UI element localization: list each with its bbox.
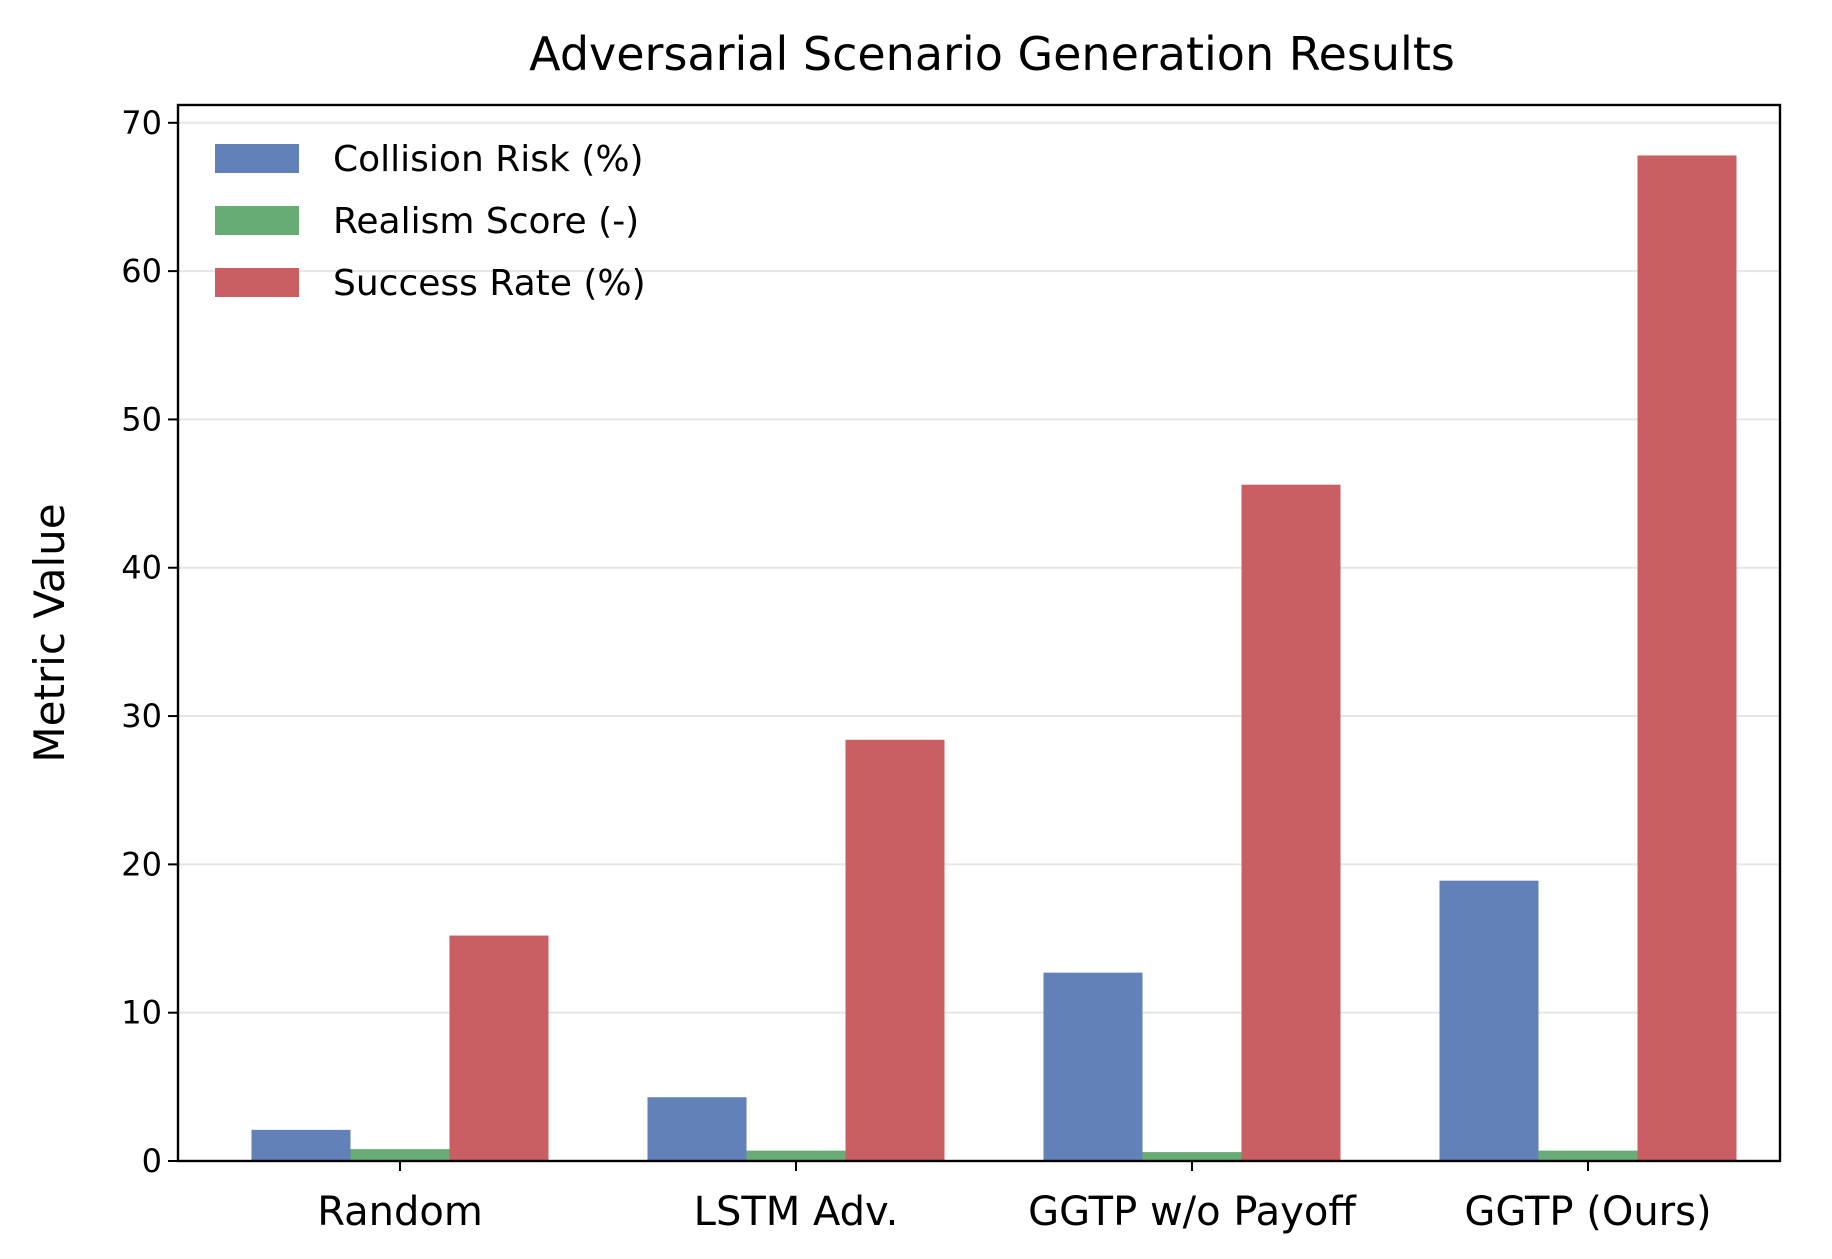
bar (1637, 155, 1737, 1161)
y-axis-ticks: 0 10 20 30 40 50 60 70 (121, 104, 178, 1180)
y-tick-label: 0 (142, 1142, 162, 1180)
bar (1538, 1150, 1638, 1161)
x-tick-label: GGTP w/o Payoff (1028, 1189, 1357, 1235)
bar (1241, 484, 1341, 1161)
y-axis-label: Metric Value (25, 503, 74, 762)
bars (251, 155, 1737, 1161)
bar (449, 935, 549, 1161)
x-tick-label: Random (317, 1189, 483, 1235)
bar (251, 1129, 351, 1161)
chart-title: Adversarial Scenario Generation Results (529, 27, 1455, 81)
grid-lines (178, 121, 1780, 1014)
bar (647, 1097, 747, 1161)
plot-frame (176, 103, 1782, 1163)
y-tick-label: 10 (121, 994, 162, 1032)
y-tick-label: 30 (121, 697, 162, 735)
bar (1043, 972, 1143, 1161)
y-tick-label: 70 (121, 104, 162, 142)
y-tick-label: 60 (121, 252, 162, 290)
legend-label: Collision Risk (%) (333, 139, 644, 180)
legend-swatch (215, 206, 299, 235)
x-tick-label: GGTP (Ours) (1464, 1189, 1711, 1235)
legend-label: Success Rate (%) (333, 263, 646, 304)
x-tick-label: LSTM Adv. (694, 1189, 899, 1235)
bar (1439, 880, 1539, 1161)
legend-swatch (215, 144, 299, 173)
legend-label: Realism Score (-) (333, 201, 639, 242)
bar (350, 1149, 450, 1161)
y-tick-label: 20 (121, 845, 162, 883)
bar (845, 739, 945, 1161)
bar (1142, 1152, 1242, 1161)
x-axis-ticks: Random LSTM Adv. GGTP w/o Payoff GGTP (Ours… (317, 1161, 1712, 1235)
legend-swatch (215, 268, 299, 297)
y-tick-label: 50 (121, 400, 162, 438)
legend: Collision Risk (%) Realism Score (-) Succe… (215, 139, 646, 304)
bar (746, 1150, 846, 1161)
y-tick-label: 40 (121, 549, 162, 587)
